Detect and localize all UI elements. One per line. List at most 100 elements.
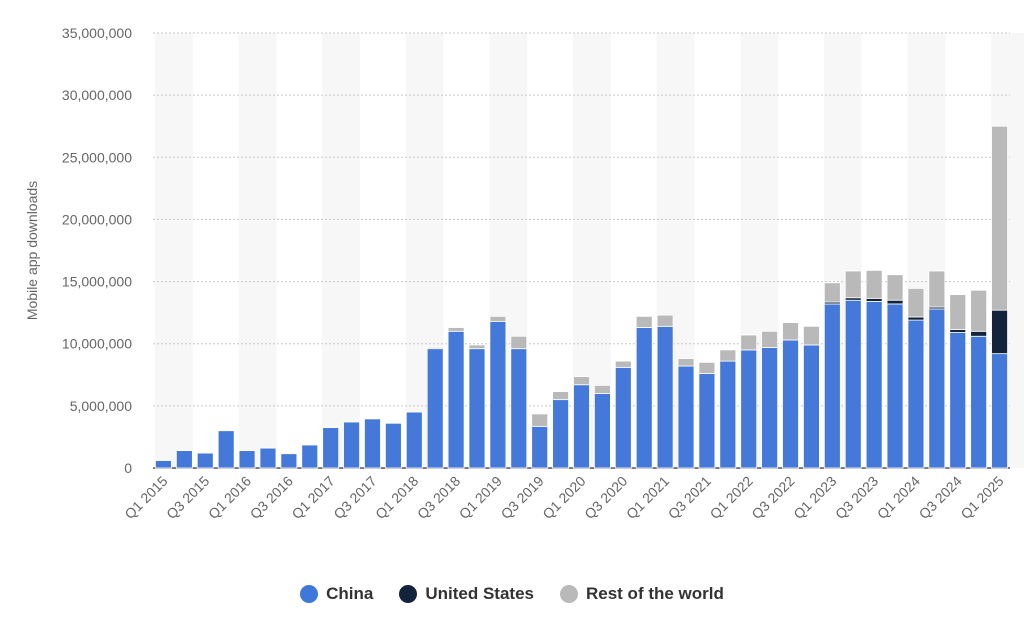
bar-segment-rest-of-the-world (740, 334, 758, 351)
y-tick-label: 25,000,000 (62, 149, 132, 165)
bar-segment-china (468, 348, 486, 469)
stacked-bar-chart: 0 5,000,000 10,000,000 15,000,000 20,000,000… (24, 25, 1010, 523)
bar-segment-china (196, 452, 214, 469)
bar-segment-china (405, 411, 423, 469)
bar-segment-rest-of-the-world (719, 349, 737, 362)
background-band (155, 33, 193, 468)
bar-segment-rest-of-the-world (844, 270, 862, 299)
bar-segment-china (552, 399, 569, 469)
y-tick-label: 10,000,000 (62, 336, 132, 352)
bar-segment-china (594, 393, 611, 469)
x-tick-label: Q1 2015 (121, 473, 170, 522)
bar-segment-rest-of-the-world (426, 347, 444, 350)
legend-label-china: China (326, 584, 374, 603)
x-tick-label: Q3 2017 (330, 473, 379, 522)
legend-item-rest-of-world[interactable]: Rest of the world (559, 584, 724, 604)
bar-segment-rest-of-the-world (865, 269, 883, 299)
bar-segment-rest-of-the-world (991, 125, 1008, 311)
bar-segment-rest-of-the-world (823, 282, 841, 303)
bar-segment-united-states (991, 309, 1008, 355)
bar-segment-rest-of-the-world (886, 274, 904, 301)
x-tick-label: Q1 2023 (790, 473, 839, 522)
x-tick-label: Q1 2016 (205, 473, 254, 522)
legend-swatch-rest-of-world (559, 585, 578, 603)
bar-segment-china (991, 353, 1008, 469)
bar-segment-china (635, 327, 653, 469)
bar-segment-rest-of-the-world (803, 325, 820, 346)
x-tick-label: Q3 2024 (916, 473, 965, 522)
bar-segment-rest-of-the-world (510, 335, 528, 350)
x-tick-label: Q3 2018 (414, 473, 463, 522)
bar-segment-china (447, 330, 465, 469)
bar-segment-china (823, 303, 841, 469)
bar-segment-china (510, 348, 528, 469)
bar-segment-china (761, 347, 779, 469)
bar-segment-china (531, 425, 549, 469)
background-band (238, 33, 277, 468)
bar-segment-china (238, 450, 256, 469)
bar-segment-rest-of-the-world (635, 315, 653, 328)
x-tick-label: Q1 2017 (288, 473, 337, 522)
bar-segment-rest-of-the-world (447, 327, 465, 332)
bar-segment-china (907, 319, 925, 469)
bar-segment-china (698, 373, 716, 469)
bar-segment-united-states (949, 329, 967, 333)
x-tick-label: Q1 2020 (539, 473, 588, 522)
bar-segment-china (259, 447, 277, 469)
bar-segment-rest-of-the-world (594, 384, 611, 394)
bar-segment-china (426, 348, 444, 469)
bar-segment-china (719, 360, 737, 469)
bar-segment-rest-of-the-world (489, 315, 507, 322)
bar-segment-china (614, 366, 632, 469)
bar-segment-china (280, 453, 298, 469)
bar-segment-rest-of-the-world (573, 376, 590, 386)
bar-segment-rest-of-the-world (614, 360, 632, 368)
x-tick-label: Q3 2023 (832, 473, 881, 522)
bar-segment-china (844, 299, 862, 469)
bar-segment-china (489, 320, 507, 469)
bar-segment-china (364, 418, 381, 469)
legend-swatch-united-states (399, 585, 418, 603)
x-tick-label: Q3 2020 (581, 473, 630, 522)
bar-segment-china (155, 460, 172, 469)
bar-segment-china (928, 308, 946, 469)
bar-segment-china (343, 421, 360, 469)
bar-segment-rest-of-the-world (949, 294, 967, 330)
bar-segment-china (803, 344, 820, 469)
bar-segment-united-states (907, 316, 925, 321)
legend-label-united-states: United States (425, 584, 534, 603)
legend-item-united-states[interactable]: United States (399, 584, 534, 604)
legend: China United States Rest of the world (0, 584, 1024, 604)
x-tick-label: Q1 2022 (707, 473, 756, 522)
bar-segment-china (175, 450, 193, 469)
bar-segment-china (949, 332, 967, 469)
bar-segment-china (384, 422, 402, 469)
bar-segment-rest-of-the-world (782, 322, 799, 341)
bar-segment-rest-of-the-world (552, 391, 569, 401)
y-tick-label: 5,000,000 (70, 398, 132, 414)
legend-item-china[interactable]: China (300, 584, 373, 604)
bar-segment-united-states (886, 299, 904, 305)
legend-label-rest-of-world: Rest of the world (585, 584, 724, 603)
bar-segment-rest-of-the-world (677, 358, 695, 367)
bar-segment-united-states (970, 330, 988, 337)
bar-segment-china (970, 335, 988, 469)
bar-segment-rest-of-the-world (531, 413, 549, 427)
y-tick-label: 35,000,000 (62, 25, 132, 41)
bar-segment-rest-of-the-world (970, 289, 988, 332)
bar-segment-china (573, 384, 590, 469)
y-tick-label: 15,000,000 (62, 274, 132, 290)
bar-segment-rest-of-the-world (761, 330, 779, 348)
bar-segment-china (656, 325, 674, 469)
y-tick-label: 30,000,000 (62, 87, 132, 103)
legend-swatch-china (300, 585, 319, 603)
x-tick-label: Q1 2018 (372, 473, 421, 522)
x-tick-label: Q1 2024 (874, 473, 923, 522)
x-tick-label: Q1 2019 (456, 473, 505, 522)
bar-segment-china (740, 349, 758, 469)
x-tick-label: Q1 2025 (957, 473, 1006, 522)
x-tick-label: Q3 2022 (748, 473, 797, 522)
y-tick-label: 20,000,000 (62, 211, 132, 227)
bar-segment-rest-of-the-world (468, 344, 486, 350)
